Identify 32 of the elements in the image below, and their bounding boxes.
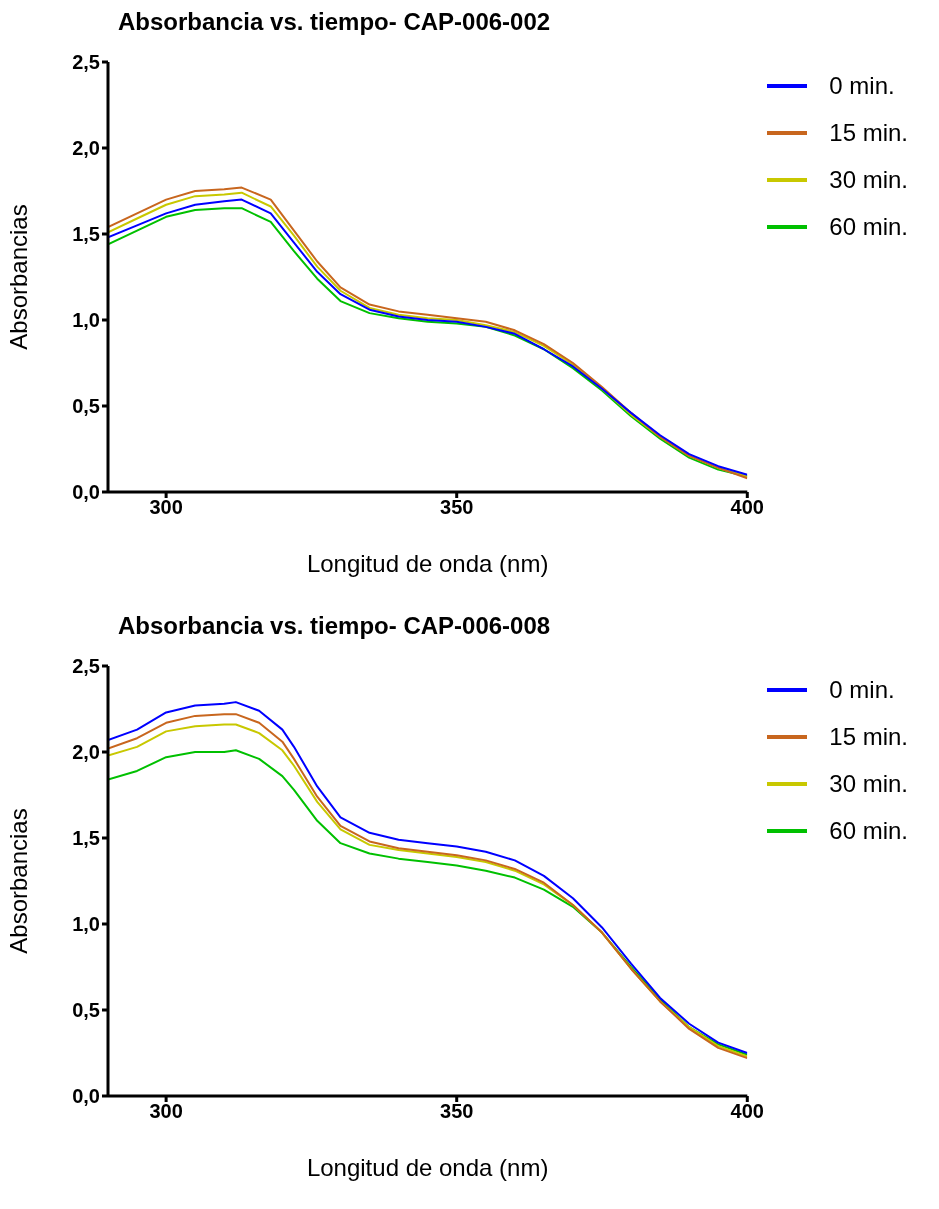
y-tick-label: 1,0 (72, 913, 100, 936)
y-tick-label: 0,0 (72, 1085, 100, 1108)
y-tick-label: 0,5 (72, 999, 100, 1022)
x-tick-label: 350 (440, 496, 474, 519)
y-tick-label: 1,5 (72, 223, 100, 246)
y-tick-label: 0,5 (72, 395, 100, 418)
x-axis-title: Longitud de onda (nm) (306, 550, 549, 577)
x-tick-label: 300 (149, 1100, 183, 1123)
legend-label: 60 min. (829, 816, 908, 845)
x-axis-title: Longitud de onda (nm) (306, 1154, 549, 1181)
y-tick-label: 2,5 (72, 51, 100, 74)
y-tick-label: 0,0 (72, 481, 100, 504)
legend-label: 60 min. (829, 212, 908, 241)
y-axis-title: Absorbancias (4, 204, 32, 350)
x-tick-label: 400 (730, 496, 764, 519)
legend-label: 15 min. (829, 118, 908, 147)
y-tick-label: 2,0 (72, 137, 100, 160)
x-tick-label: 350 (440, 1100, 474, 1123)
legend-label: 30 min. (829, 165, 908, 194)
chart-title: Absorbancia vs. tiempo- CAP-006-002 (117, 8, 552, 37)
y-axis-title: Absorbancias (4, 808, 32, 954)
legend-label: 15 min. (829, 722, 908, 751)
y-tick-label: 2,5 (72, 655, 100, 678)
x-tick-label: 300 (149, 496, 183, 519)
chart-title: Absorbancia vs. tiempo- CAP-006-008 (117, 612, 552, 641)
y-tick-label: 1,5 (72, 827, 100, 850)
legend-label: 0 min. (829, 675, 895, 704)
y-tick-label: 1,0 (72, 309, 100, 332)
legend-label: 0 min. (829, 71, 895, 100)
y-tick-label: 2,0 (72, 741, 100, 764)
legend-label: 30 min. (829, 769, 908, 798)
x-tick-label: 400 (730, 1100, 764, 1123)
